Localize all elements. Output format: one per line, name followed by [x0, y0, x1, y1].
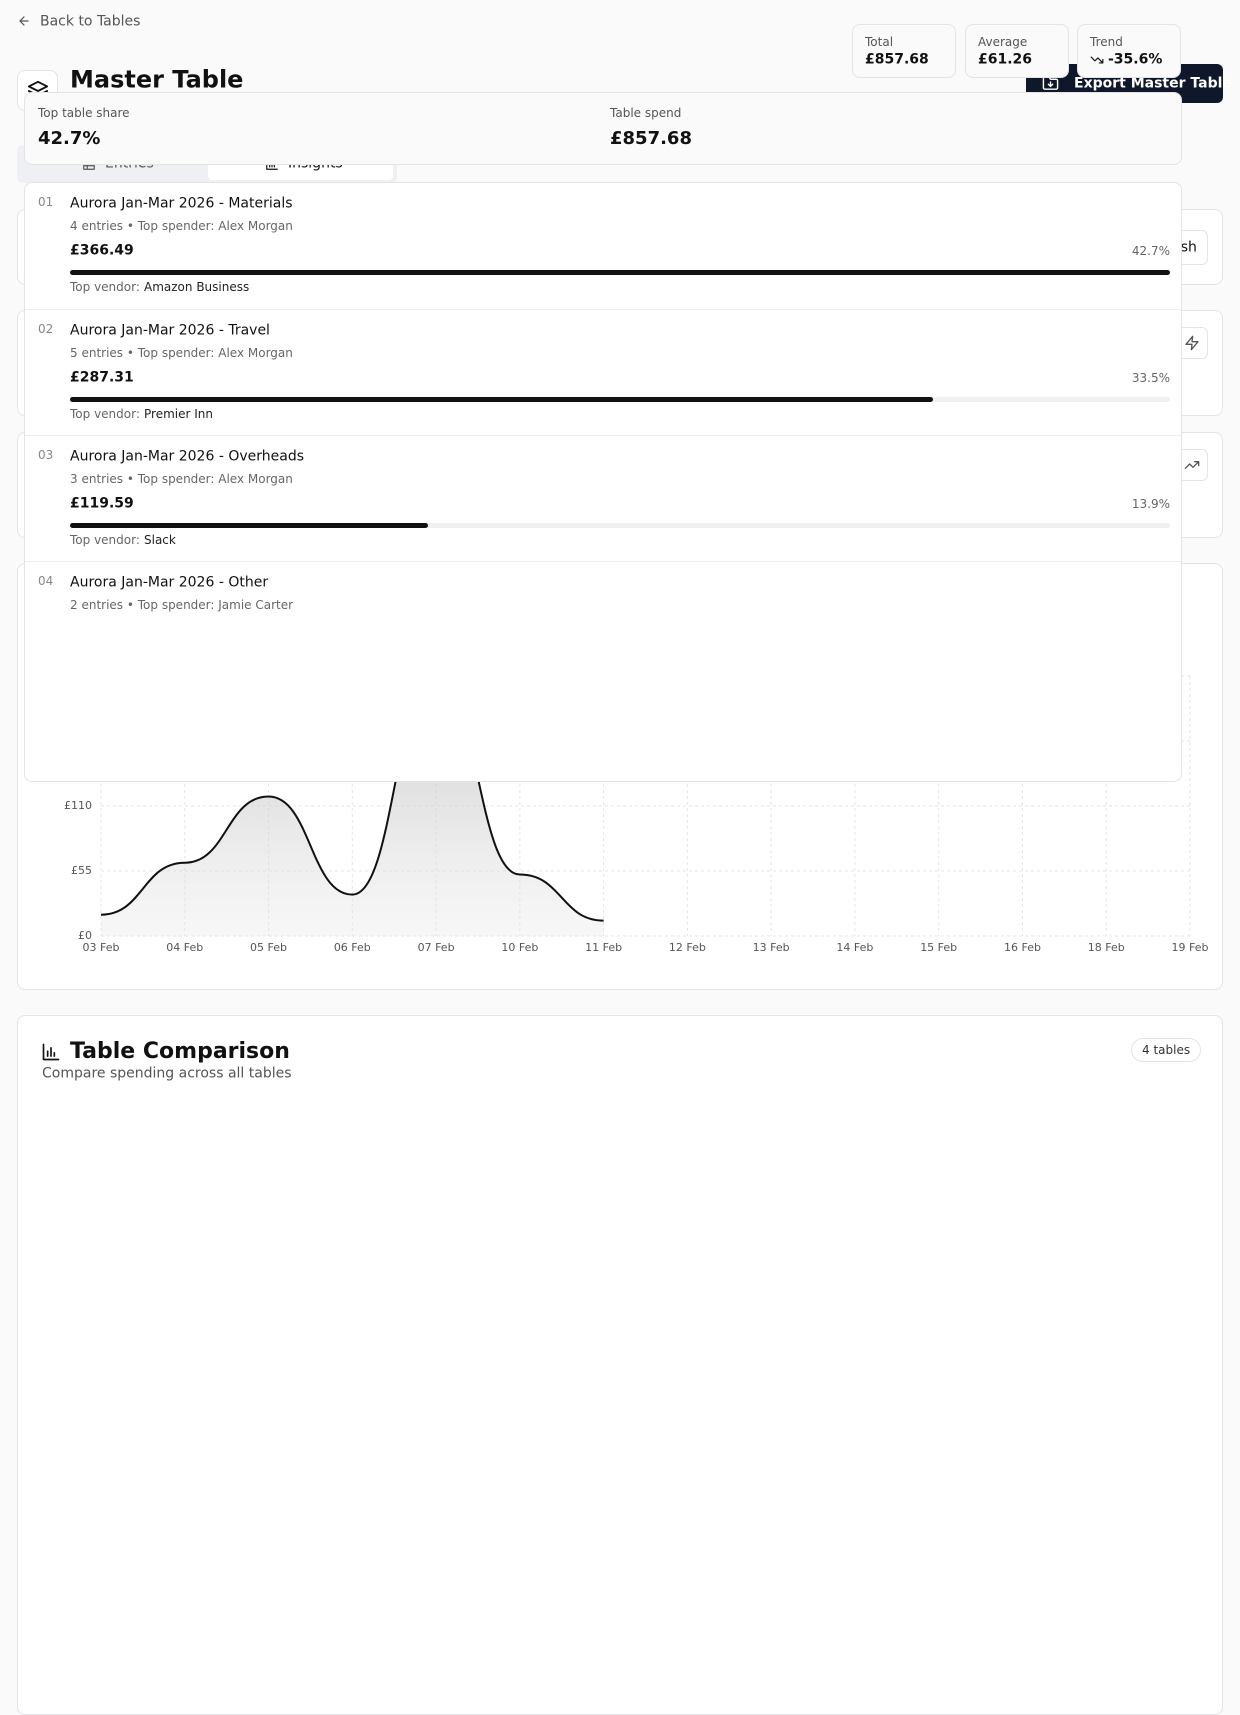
x-tick-label: 03 Feb: [83, 941, 120, 954]
share-bar: [70, 523, 429, 528]
vendor: Amazon Business: [144, 279, 250, 294]
x-tick-label: 07 Feb: [418, 941, 455, 954]
share-bar: [70, 397, 933, 402]
comparison-icon: [42, 1043, 60, 1061]
x-tick-label: 11 Feb: [585, 941, 622, 954]
icon: [1090, 56, 1104, 64]
icon: [1184, 461, 1200, 469]
table-amount: £366.49: [70, 242, 134, 259]
export-label: Export Master Table: [1074, 75, 1232, 92]
table-row: 04 Aurora Jan-Mar 2026 - Other 2 entries •…: [25, 561, 1181, 688]
share-track: [70, 270, 1170, 275]
page-title: Master Table: [70, 65, 244, 94]
y-tick-label: £0: [78, 929, 92, 942]
icon-path: [42, 1043, 60, 1061]
y-tick-label: £55: [71, 864, 92, 877]
rank: 02: [38, 321, 54, 336]
icon-path: [1184, 461, 1200, 469]
table-amount: £119.59: [70, 495, 134, 512]
table-row: 01 Aurora Jan-Mar 2026 - Materials 4 entri…: [25, 183, 1181, 309]
icon-path: [19, 16, 29, 26]
x-tick-label: 10 Feb: [501, 941, 538, 954]
vendor-label: Top vendor:: [70, 406, 140, 421]
table-row: 02 Aurora Jan-Mar 2026 - Travel 5 entries …: [25, 309, 1181, 436]
rank: 03: [38, 447, 54, 462]
summary-label: Top table share: [38, 105, 130, 120]
comparison-card: Table Comparison Compare spending across …: [17, 1015, 1223, 1715]
vendor-label: Top vendor:: [70, 532, 140, 547]
stat-value: £857.68: [865, 51, 929, 68]
table-row: 03 Aurora Jan-Mar 2026 - Overheads 3 entri…: [25, 435, 1181, 562]
table-amount: £287.31: [70, 369, 134, 386]
back-icon: [19, 16, 29, 26]
x-tick-label: 14 Feb: [836, 941, 873, 954]
table-meta: 2 entries • Top spender: Jamie Carter: [70, 597, 294, 612]
share-label: 42.7%: [1131, 243, 1170, 258]
rank: 04: [38, 573, 54, 588]
rank: 01: [38, 194, 54, 209]
summary-box: Top table share 42.7% Table spend £857.68: [24, 92, 1182, 165]
area: [101, 682, 604, 936]
stat-value: £61.26: [978, 51, 1033, 68]
line: [100, 681, 604, 922]
table-name: Aurora Jan-Mar 2026 - Overheads: [70, 448, 305, 465]
table-name: Aurora Jan-Mar 2026 - Travel: [70, 322, 270, 339]
stat-label: Total: [865, 34, 894, 49]
table-name: Aurora Jan-Mar 2026 - Materials: [70, 195, 293, 212]
icon-path: [1042, 76, 1059, 90]
x-tick-label: 06 Feb: [334, 941, 371, 954]
stat-value: -35.6%: [1108, 51, 1163, 68]
share-bar: [70, 270, 1170, 275]
x-tick-label: 16 Feb: [1004, 941, 1041, 954]
stat-label: Average: [978, 34, 1028, 49]
table-meta: 3 entries • Top spender: Alex Morgan: [70, 471, 293, 486]
x-tick-label: 18 Feb: [1088, 941, 1125, 954]
vendor: Slack: [144, 532, 176, 547]
share-label: 33.5%: [1131, 370, 1170, 385]
table-name: Aurora Jan-Mar 2026 - Other: [70, 574, 269, 591]
table-meta: 4 entries • Top spender: Alex Morgan: [70, 218, 293, 233]
back-link[interactable]: Back to Tables: [40, 13, 141, 30]
trend-stat: Total £857.68: [852, 24, 956, 78]
x-tick-label: 15 Feb: [920, 941, 957, 954]
icon: [1042, 76, 1059, 90]
trend-stat: Average £61.26: [965, 24, 1069, 78]
share-track: [70, 523, 1170, 528]
comparison-title: Table Comparison: [70, 1038, 290, 1064]
trend-stat: Trend -35.6%: [1077, 24, 1181, 78]
x-tick-label: 19 Feb: [1172, 941, 1209, 954]
table-meta: 5 entries • Top spender: Alex Morgan: [70, 345, 293, 360]
summary-label: Table spend: [610, 105, 682, 120]
table-list: 01 Aurora Jan-Mar 2026 - Materials 4 entri…: [24, 182, 1182, 782]
table-count-badge: 4 tables: [1131, 1038, 1202, 1062]
x-tick-label: 12 Feb: [669, 941, 706, 954]
x-tick-label: 13 Feb: [753, 941, 790, 954]
vendor-label: Top vendor:: [70, 279, 140, 294]
y-tick-label: £110: [64, 799, 92, 812]
icon: [1185, 335, 1199, 351]
share-track: [70, 397, 1170, 402]
stat-label: Trend: [1090, 34, 1123, 49]
vendor: Premier Inn: [144, 406, 213, 421]
x-tick-label: 04 Feb: [166, 941, 203, 954]
icon: [266, 158, 278, 170]
x-tick-label: 05 Feb: [250, 941, 287, 954]
comparison-subtitle: Compare spending across all tables: [42, 1065, 292, 1082]
share-label: 13.9%: [1131, 496, 1170, 511]
icon-path: [266, 158, 278, 170]
summary-value: 42.7%: [38, 128, 101, 150]
icon-path: [1185, 335, 1199, 351]
icon-path: [1090, 56, 1104, 64]
summary-value: £857.68: [610, 128, 692, 150]
